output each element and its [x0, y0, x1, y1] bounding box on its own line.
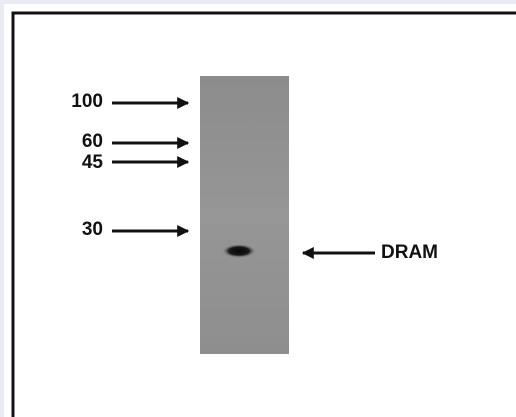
marker-label: 30 [82, 219, 103, 240]
marker-label: 100 [71, 91, 103, 112]
marker-label: 45 [82, 152, 104, 173]
dram-band [222, 244, 256, 258]
band-label: DRAM [381, 242, 438, 263]
gel-lane [200, 76, 289, 354]
page: {"markers": [{"label": "100"}, {"label":… [0, 0, 516, 417]
blot-figure: 100 60 45 30 DRAM [0, 0, 516, 417]
marker-label: 60 [82, 131, 103, 152]
